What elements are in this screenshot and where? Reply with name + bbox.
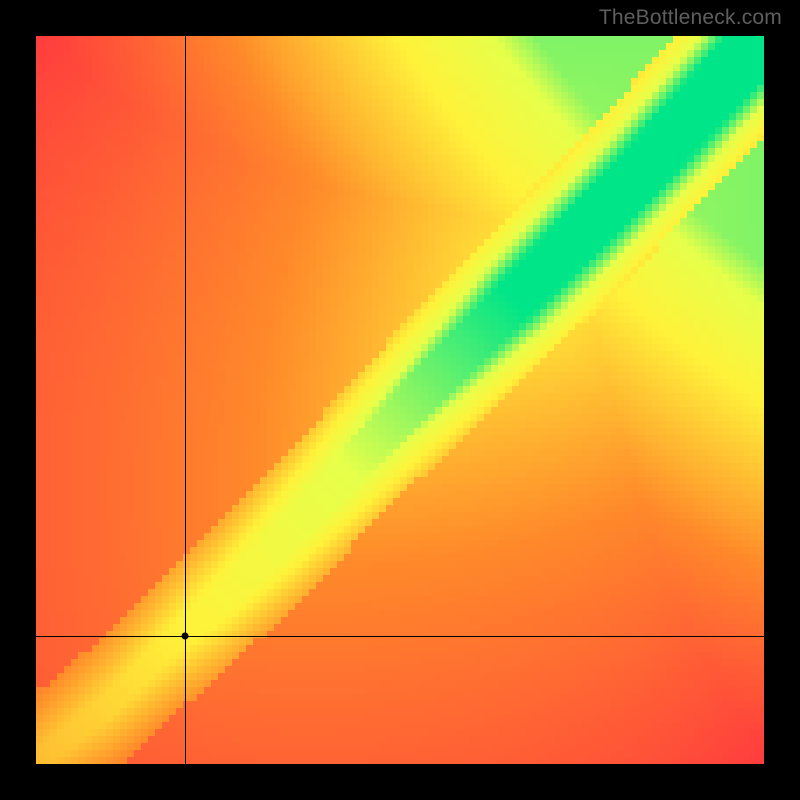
watermark-text: TheBottleneck.com <box>599 6 782 30</box>
chart-container: TheBottleneck.com <box>0 0 800 800</box>
crosshair-vertical <box>185 36 186 764</box>
plot-area <box>36 36 764 764</box>
crosshair-marker <box>182 632 189 639</box>
heatmap-canvas <box>36 36 764 764</box>
crosshair-horizontal <box>36 636 764 637</box>
